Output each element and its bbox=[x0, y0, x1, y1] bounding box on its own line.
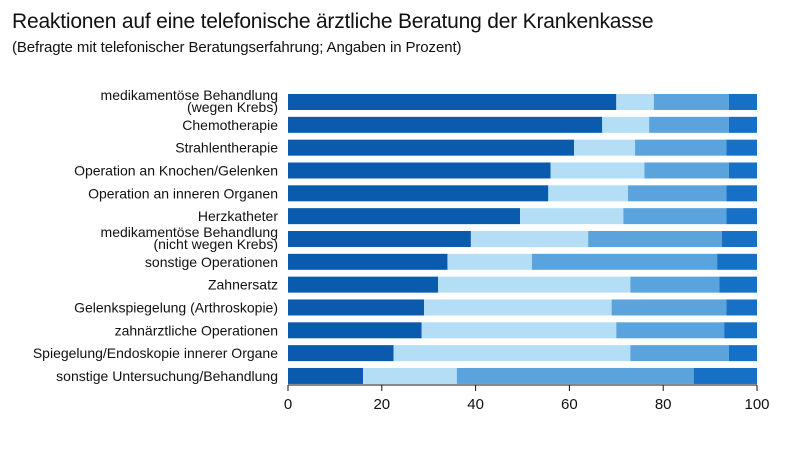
category-label: Strahlentherapie bbox=[175, 140, 278, 156]
bar-segment-12-4 bbox=[728, 345, 757, 362]
bar-segment-7-4 bbox=[721, 230, 757, 247]
bar-segment-7-2 bbox=[470, 230, 589, 247]
bar-segment-12-1 bbox=[288, 345, 394, 362]
bar-segment-13-1 bbox=[288, 367, 364, 384]
bar-segment-3-2 bbox=[574, 139, 636, 156]
bar-segment-1-4 bbox=[728, 94, 757, 110]
bar-segment-9-2 bbox=[438, 276, 631, 293]
bar-segment-3-4 bbox=[726, 139, 757, 156]
chart-subtitle: (Befragte mit telefonischer Beratungserf… bbox=[12, 39, 462, 56]
x-tick-label: 0 bbox=[284, 396, 292, 413]
x-tick-label: 60 bbox=[561, 396, 578, 413]
bar-segment-2-4 bbox=[728, 116, 757, 133]
x-tick-label: 20 bbox=[373, 396, 390, 413]
chart-title: Reaktionen auf eine telefonische ärztlic… bbox=[12, 10, 654, 33]
bar-segment-1-1 bbox=[288, 94, 617, 110]
category-label: Chemotherapie bbox=[182, 117, 278, 133]
category-label: sonstige Untersuchung/Behandlung bbox=[56, 368, 278, 384]
category-label: Operation an inneren Organen bbox=[88, 185, 278, 201]
bar-segment-11-3 bbox=[616, 322, 725, 339]
category-label: medikamentöse Behandlung (nicht wegen Kre… bbox=[101, 224, 278, 252]
bar-segment-10-1 bbox=[288, 299, 425, 316]
bar-segment-12-3 bbox=[630, 345, 729, 362]
bar-segment-3-3 bbox=[635, 139, 727, 156]
bar-segment-12-2 bbox=[393, 345, 631, 362]
bar-segment-7-3 bbox=[588, 230, 722, 247]
bar-segment-10-3 bbox=[611, 299, 727, 316]
bar-segment-8-2 bbox=[447, 253, 532, 270]
bar-segment-13-4 bbox=[693, 367, 757, 384]
category-label: sonstige Operationen bbox=[145, 254, 278, 270]
category-label: medikamentöse Behandlung (wegen Krebs) bbox=[101, 87, 278, 115]
bar-segment-11-2 bbox=[421, 322, 617, 339]
bar-segment-8-3 bbox=[531, 253, 718, 270]
bar-segment-6-4 bbox=[726, 208, 757, 225]
bar-segment-2-1 bbox=[288, 116, 603, 133]
bar-segment-5-4 bbox=[726, 185, 757, 202]
bar-segment-9-3 bbox=[630, 276, 720, 293]
bar-segment-6-2 bbox=[520, 208, 624, 225]
bar-segment-4-1 bbox=[288, 162, 551, 179]
bar-segment-2-3 bbox=[649, 116, 729, 133]
bar-segment-4-3 bbox=[644, 162, 729, 179]
bar-segment-8-4 bbox=[717, 253, 757, 270]
bar-segment-3-1 bbox=[288, 139, 575, 156]
category-labels: medikamentöse Behandlung (wegen Krebs) Che… bbox=[33, 87, 278, 384]
bar-segment-10-2 bbox=[424, 299, 612, 316]
x-tick-label: 80 bbox=[655, 396, 672, 413]
x-tick-label: 40 bbox=[467, 396, 484, 413]
bar-segment-5-3 bbox=[628, 185, 727, 202]
bar-segment-7-1 bbox=[288, 230, 471, 247]
bar-segment-4-4 bbox=[728, 162, 757, 179]
bar-segment-11-1 bbox=[288, 322, 422, 339]
bar-segment-9-4 bbox=[719, 276, 757, 293]
bar-segment-6-1 bbox=[288, 208, 521, 225]
bar-segment-2-2 bbox=[602, 116, 650, 133]
category-label: Operation an Knochen/Gelenken bbox=[74, 162, 278, 178]
bar-segment-5-2 bbox=[548, 185, 629, 202]
bar-area bbox=[288, 94, 757, 384]
bar-segment-10-4 bbox=[726, 299, 757, 316]
bar-segment-8-1 bbox=[288, 253, 448, 270]
category-label: Spiegelung/Endoskopie innerer Organe bbox=[33, 345, 278, 361]
category-label: Herzkatheter bbox=[198, 208, 278, 224]
bar-segment-13-2 bbox=[363, 367, 457, 384]
bar-segment-6-3 bbox=[623, 208, 727, 225]
category-label: zahnärztliche Operationen bbox=[115, 322, 278, 338]
x-axis: 0 20 40 60 80 100 bbox=[284, 384, 770, 413]
bar-segment-1-3 bbox=[653, 94, 729, 110]
bar-segment-9-1 bbox=[288, 276, 439, 293]
bar-segment-13-3 bbox=[456, 367, 694, 384]
x-tick-label: 100 bbox=[744, 396, 769, 413]
bar-segment-11-4 bbox=[724, 322, 757, 339]
bar-segment-5-1 bbox=[288, 185, 549, 202]
category-label: Zahnersatz bbox=[208, 277, 278, 293]
category-label: Gelenkspiegelung (Arthroskopie) bbox=[74, 299, 278, 315]
bar-segment-4-2 bbox=[550, 162, 645, 179]
bar-segment-1-2 bbox=[616, 94, 654, 110]
